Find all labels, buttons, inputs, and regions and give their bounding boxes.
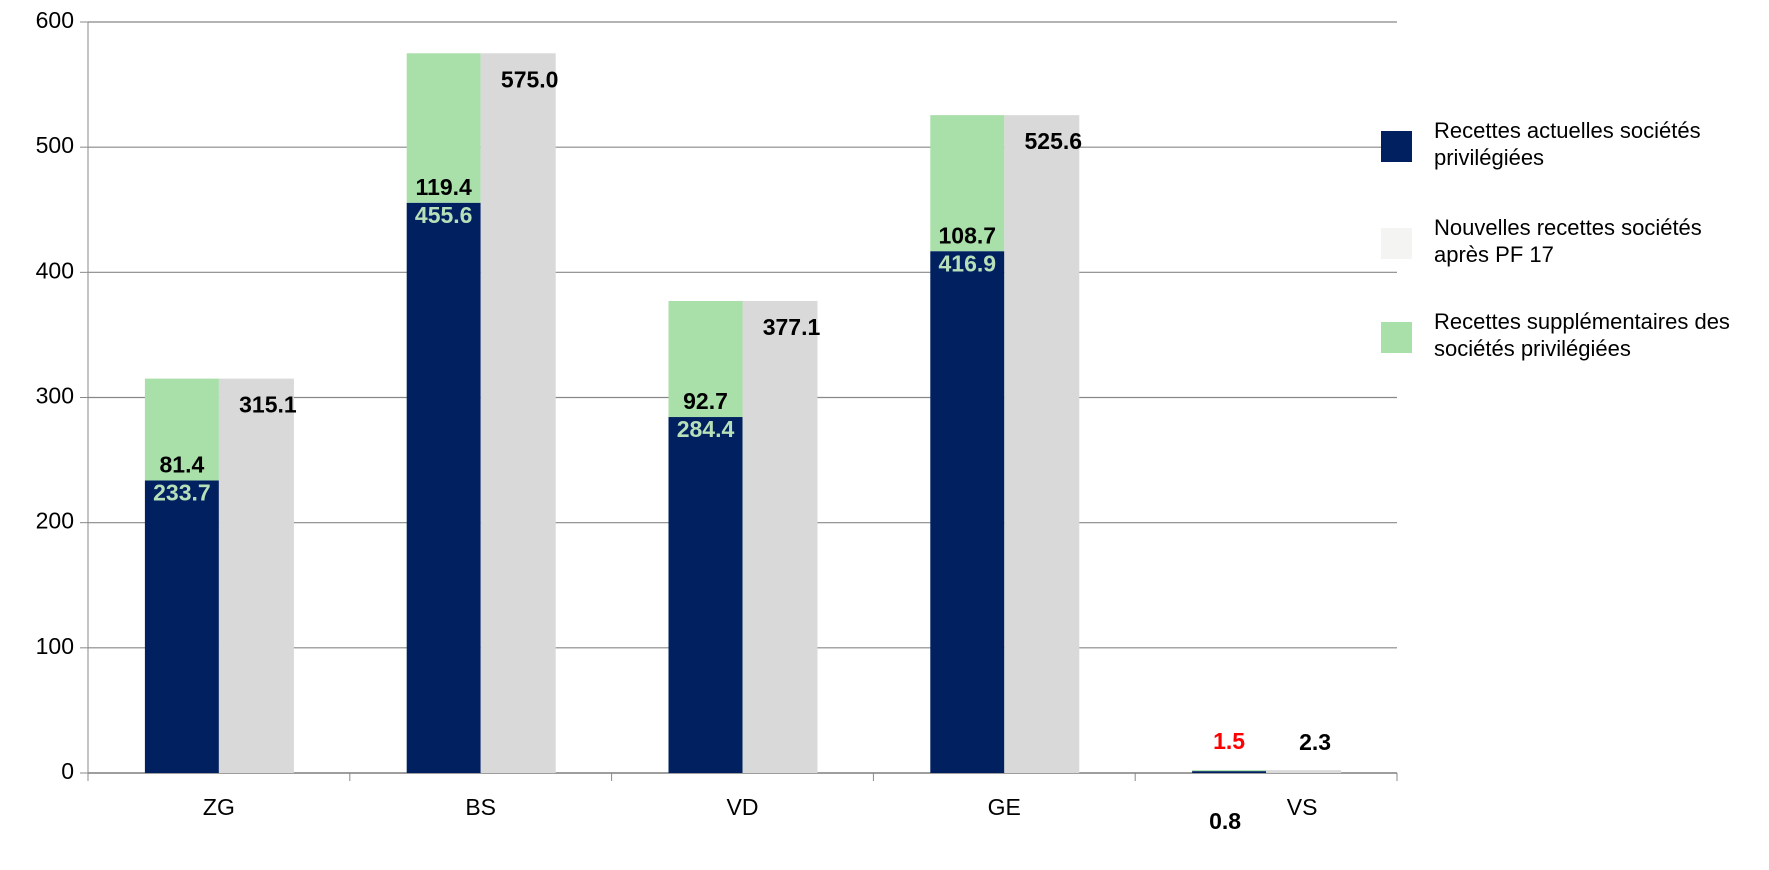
legend-swatch <box>1381 228 1412 259</box>
x-tick-label: VD <box>727 794 759 820</box>
y-tick-label: 200 <box>36 508 74 534</box>
value-label: 455.6 <box>415 202 473 228</box>
value-label: 81.4 <box>160 452 205 478</box>
value-label: 377.1 <box>763 314 821 340</box>
x-tick-label: VS <box>1287 794 1318 820</box>
value-label: 284.4 <box>677 416 735 442</box>
y-tick-label: 0 <box>61 758 74 784</box>
bar <box>1192 770 1267 772</box>
bar <box>218 378 294 773</box>
value-label: 525.6 <box>1025 128 1083 154</box>
value-label: 119.4 <box>416 174 472 200</box>
value-label: 1.5 <box>1213 728 1245 754</box>
bar <box>930 115 1005 252</box>
y-tick-label: 100 <box>36 633 74 659</box>
value-label: 108.7 <box>939 222 997 248</box>
bar <box>742 300 818 773</box>
x-tick-label: BS <box>465 794 496 820</box>
bar <box>406 202 481 773</box>
x-tick-label: ZG <box>203 794 235 820</box>
y-tick-label: 600 <box>36 7 74 33</box>
bar <box>1266 770 1342 773</box>
y-tick-label: 300 <box>36 383 74 409</box>
bar <box>406 53 481 203</box>
legend-swatch <box>1381 131 1412 162</box>
value-label: 416.9 <box>939 250 997 276</box>
bar <box>668 300 743 418</box>
bar <box>930 251 1005 773</box>
bar <box>144 480 219 773</box>
y-tick-label: 400 <box>36 257 74 283</box>
legend-label: Recettes supplémentaires des sociétés pr… <box>1434 309 1730 361</box>
bar <box>1004 115 1080 773</box>
value-label: 2.3 <box>1299 729 1331 755</box>
bar <box>480 53 556 773</box>
value-label: 0.8 <box>1209 808 1241 834</box>
value-label: 315.1 <box>239 392 297 418</box>
bar <box>668 417 743 773</box>
value-label: 233.7 <box>153 480 211 506</box>
value-label: 575.0 <box>501 66 559 92</box>
legend-swatch <box>1381 322 1412 353</box>
bar <box>1192 771 1267 773</box>
legend-label: Recettes actuelles sociétés privilégiées <box>1434 118 1701 170</box>
y-tick-label: 500 <box>36 132 74 158</box>
value-label: 92.7 <box>683 388 728 414</box>
x-tick-label: GE <box>988 794 1021 820</box>
legend-label: Nouvelles recettes sociétés après PF 17 <box>1434 215 1702 267</box>
bar <box>144 378 219 481</box>
